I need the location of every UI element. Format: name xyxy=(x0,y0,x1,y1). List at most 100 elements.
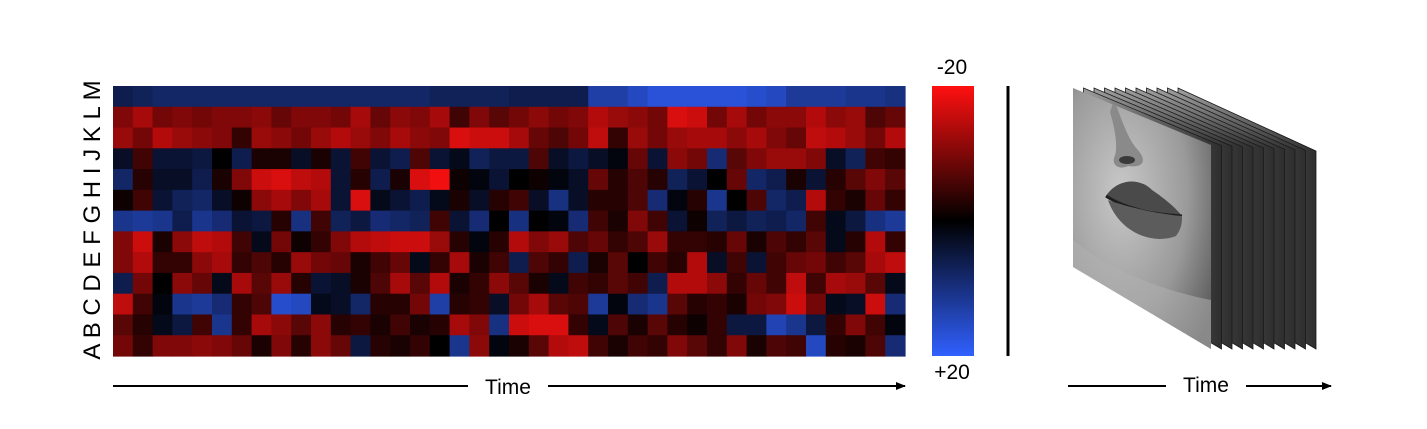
heatmap-cell-f-14 xyxy=(390,231,410,252)
heatmap-cell-i-18 xyxy=(469,169,489,190)
heatmap-cell-i-7 xyxy=(252,169,272,190)
heatmap-cell-m-12 xyxy=(351,86,371,107)
heatmap-cell-g-22 xyxy=(549,211,569,232)
heatmap-cell-f-30 xyxy=(707,231,727,252)
heatmap-cell-e-8 xyxy=(271,252,291,273)
heatmap-cell-k-11 xyxy=(331,128,351,149)
heatmap-cell-k-23 xyxy=(568,128,588,149)
heatmap-cell-d-6 xyxy=(232,273,252,294)
heatmap-cell-g-18 xyxy=(469,211,489,232)
heatmap-cell-g-21 xyxy=(529,211,549,232)
heatmap-cell-j-8 xyxy=(271,148,291,169)
heatmap-cell-m-2 xyxy=(153,86,173,107)
heatmap-cell-e-25 xyxy=(608,252,628,273)
heatmap-cell-m-28 xyxy=(667,86,687,107)
heatmap-cell-m-5 xyxy=(212,86,232,107)
heatmap-cell-l-12 xyxy=(351,107,371,128)
heatmap-cell-j-13 xyxy=(370,148,390,169)
heatmap-cell-k-24 xyxy=(588,128,608,149)
heatmap-cell-k-2 xyxy=(153,128,173,149)
row-label-m: M xyxy=(79,80,106,100)
heatmap-cell-m-39 xyxy=(885,86,905,107)
heatmap-cell-m-19 xyxy=(489,86,509,107)
heatmap-cell-d-28 xyxy=(667,273,687,294)
heatmap-cell-a-8 xyxy=(271,335,291,356)
heatmap-cell-m-4 xyxy=(192,86,212,107)
heatmap-cell-e-34 xyxy=(786,252,806,273)
heatmap-cell-e-32 xyxy=(747,252,767,273)
heatmap-cell-h-21 xyxy=(529,190,549,211)
heatmap-cell-l-10 xyxy=(311,107,331,128)
heatmap-cell-h-29 xyxy=(687,190,707,211)
heatmap-cell-j-17 xyxy=(450,148,470,169)
heatmap-cell-i-9 xyxy=(291,169,311,190)
heatmap-cell-a-11 xyxy=(331,335,351,356)
heatmap-cell-g-11 xyxy=(331,211,351,232)
heatmap-cell-e-0 xyxy=(113,252,133,273)
heatmap-cell-c-22 xyxy=(549,294,569,315)
heatmap-cell-h-14 xyxy=(390,190,410,211)
heatmap-cell-l-6 xyxy=(232,107,252,128)
heatmap-cell-l-21 xyxy=(529,107,549,128)
heatmap-cell-m-23 xyxy=(568,86,588,107)
heatmap-cell-k-18 xyxy=(469,128,489,149)
heatmap-cell-i-34 xyxy=(786,169,806,190)
heatmap-cell-b-17 xyxy=(450,314,470,335)
heatmap-cell-c-12 xyxy=(351,294,371,315)
heatmap-cell-b-32 xyxy=(747,314,767,335)
heatmap-cell-e-37 xyxy=(846,252,866,273)
heatmap-cell-a-18 xyxy=(469,335,489,356)
heatmap-cell-c-3 xyxy=(172,294,192,315)
heatmap-cell-i-11 xyxy=(331,169,351,190)
heatmap-cell-h-3 xyxy=(172,190,192,211)
heatmap-cell-f-33 xyxy=(766,231,786,252)
heatmap-cell-d-13 xyxy=(370,273,390,294)
heatmap-cell-k-13 xyxy=(370,128,390,149)
heatmap-cell-b-34 xyxy=(786,314,806,335)
heatmap-cell-m-26 xyxy=(628,86,648,107)
heatmap-cell-m-24 xyxy=(588,86,608,107)
heatmap-cell-i-8 xyxy=(271,169,291,190)
colorbar-top-label: -20 xyxy=(937,56,967,79)
heatmap-cell-f-12 xyxy=(351,231,371,252)
colorbar-positive-segment xyxy=(932,221,974,356)
heatmap-cell-f-29 xyxy=(687,231,707,252)
heatmap-cell-l-5 xyxy=(212,107,232,128)
heatmap-cell-c-18 xyxy=(469,294,489,315)
heatmap-cell-c-19 xyxy=(489,294,509,315)
heatmap-cell-h-12 xyxy=(351,190,371,211)
heatmap-cell-g-23 xyxy=(568,211,588,232)
heatmap-cell-k-1 xyxy=(133,128,153,149)
heatmap-cell-j-30 xyxy=(707,148,727,169)
heatmap-cell-i-12 xyxy=(351,169,371,190)
heatmap-cell-d-33 xyxy=(766,273,786,294)
heatmap-cell-j-36 xyxy=(826,148,846,169)
heatmap-cell-k-9 xyxy=(291,128,311,149)
heatmap-cell-a-26 xyxy=(628,335,648,356)
heatmap-cell-g-13 xyxy=(370,211,390,232)
heatmap-cell-m-18 xyxy=(469,86,489,107)
heatmap-cell-l-29 xyxy=(687,107,707,128)
heatmap-cell-g-29 xyxy=(687,211,707,232)
heatmap-cell-k-0 xyxy=(113,128,133,149)
heatmap-cell-e-24 xyxy=(588,252,608,273)
heatmap-cell-c-20 xyxy=(509,294,529,315)
heatmap-cell-g-4 xyxy=(192,211,212,232)
colorbar: -20 +20 xyxy=(932,56,974,384)
heatmap-cell-f-10 xyxy=(311,231,331,252)
row-label-a: A xyxy=(79,338,106,359)
heatmap-cell-a-25 xyxy=(608,335,628,356)
heatmap-cell-a-30 xyxy=(707,335,727,356)
heatmap-cell-k-10 xyxy=(311,128,331,149)
heatmap-cell-i-20 xyxy=(509,169,529,190)
heatmap-cell-d-34 xyxy=(786,273,806,294)
row-label-k: K xyxy=(79,120,106,143)
heatmap-cell-a-36 xyxy=(826,335,846,356)
heatmap-cell-g-17 xyxy=(450,211,470,232)
heatmap-cell-k-31 xyxy=(727,128,747,149)
heatmap-cell-a-4 xyxy=(192,335,212,356)
heatmap-cell-b-0 xyxy=(113,314,133,335)
heatmap-cell-j-10 xyxy=(311,148,331,169)
heatmap-cell-j-31 xyxy=(727,148,747,169)
heatmap-cell-d-15 xyxy=(410,273,430,294)
